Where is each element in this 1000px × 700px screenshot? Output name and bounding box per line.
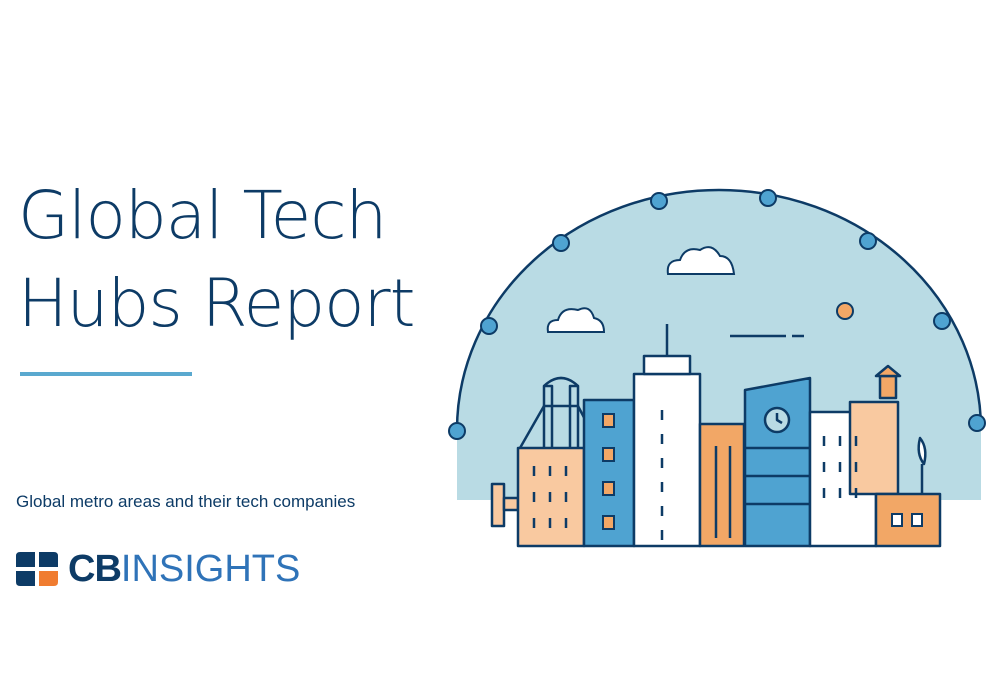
windows bbox=[532, 410, 858, 540]
bridge-tower bbox=[542, 384, 580, 448]
city-skyline-illustration bbox=[448, 188, 986, 548]
report-subtitle: Global metro areas and their tech compan… bbox=[16, 492, 356, 511]
cloud-icon bbox=[546, 246, 736, 333]
title-line-2: Hubs Report bbox=[18, 265, 416, 342]
building-small bbox=[874, 492, 942, 548]
pipe bbox=[490, 482, 506, 528]
building-tower bbox=[632, 372, 702, 548]
logo-text-cb: CB bbox=[68, 547, 122, 590]
sun-icon bbox=[836, 302, 854, 320]
cb-insights-logo-icon bbox=[16, 552, 58, 586]
building-clock bbox=[743, 376, 812, 548]
building-orange bbox=[698, 422, 746, 548]
title-underline bbox=[20, 372, 192, 376]
logo-text-insights: INSIGHTS bbox=[120, 547, 301, 590]
dome-dots bbox=[448, 189, 986, 440]
title-line-1: Global Tech bbox=[18, 177, 387, 254]
report-title: Global Tech Hubs Report bbox=[18, 172, 416, 348]
tree-icon bbox=[917, 436, 927, 466]
cb-insights-logo: CB INSIGHTS bbox=[14, 547, 301, 590]
water-tower bbox=[878, 374, 898, 400]
